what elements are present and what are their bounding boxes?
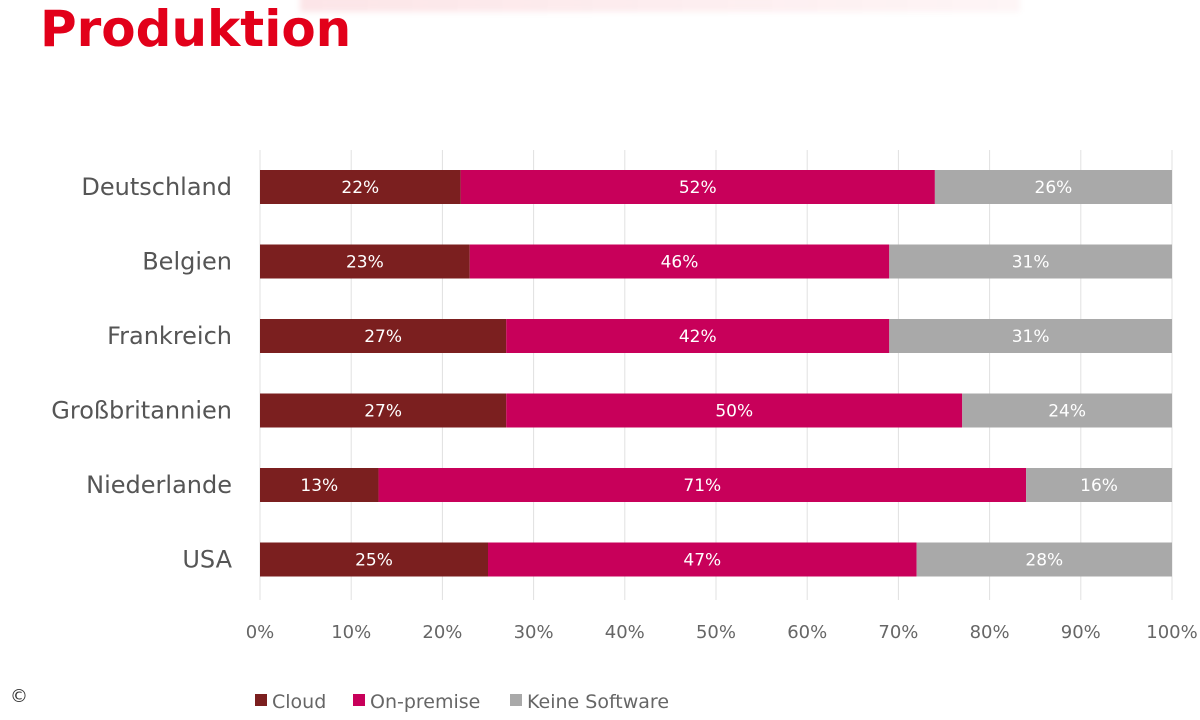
bar-value-label: 23% [346,253,384,273]
grid-lines [259,150,1173,600]
x-tick-label: 0% [246,622,275,643]
bar-segment [260,542,488,577]
bar-segment [378,468,1027,502]
bar-value-label: 26% [1035,178,1073,198]
category-label: Deutschland [81,173,232,201]
bar-value-label: 42% [679,327,717,347]
x-tick-label: 10% [331,622,371,643]
bar-segment [916,542,1172,577]
x-tick-label: 70% [878,622,918,643]
category-labels: Deutschland Belgien Frankreich Großbritanni… [51,173,232,574]
copyright-symbol: © [10,686,28,707]
bar-value-label: 71% [683,476,721,496]
bar-value-label: 31% [1012,253,1050,273]
x-tick-label: 20% [422,622,462,643]
legend-label: On-premise [370,691,480,713]
x-axis-tick-labels: 0% 10% 20% 30% 40% 50% 60% 70% 80% 90% 100% [246,622,1198,643]
legend-swatch [510,694,522,706]
bar-segment [260,393,507,428]
bar-segment [260,319,507,353]
bar-segment [488,542,917,577]
bars: 22% 52% 26% 23% 46% 31% 27% 42% 31% 27% 50% 24% 13% 7… [260,170,1172,577]
bar-segment [889,244,1172,279]
bar-value-label: 28% [1025,551,1063,571]
x-tick-label: 60% [787,622,827,643]
x-tick-label: 90% [1061,622,1101,643]
legend-swatch [353,694,365,706]
bar-value-label: 27% [364,402,402,422]
legend-label: Cloud [272,691,326,713]
legend-label: Keine Software [527,691,669,713]
bar-segment [260,468,379,502]
bar-segment [506,393,963,428]
bar-value-label: 24% [1048,402,1086,422]
bar-value-label: 22% [341,178,379,198]
category-label: Frankreich [107,322,232,350]
x-tick-label: 80% [970,622,1010,643]
bar-segment [1026,468,1172,502]
bar-segment [934,170,1172,204]
bar-value-label: 25% [355,551,393,571]
category-label: Belgien [142,248,232,276]
x-tick-label: 50% [696,622,736,643]
bar-segment [506,319,890,353]
bar-value-label: 31% [1012,327,1050,347]
page-title: Produktion [40,0,352,58]
title-ghost-text [300,0,1020,12]
bar-segment [469,244,890,279]
bar-value-label: 47% [683,551,721,571]
x-tick-label: 100% [1146,622,1197,643]
bar-segment [260,170,461,204]
bar-value-label: 13% [300,476,338,496]
bar-segment [962,393,1172,428]
category-label: Großbritannien [51,397,232,425]
x-tick-label: 40% [605,622,645,643]
bar-segment [260,244,470,279]
legend-swatch [255,694,267,706]
legend: Cloud On-premise Keine Software [255,691,669,713]
bar-value-label: 46% [661,253,699,273]
bar-segment [460,170,935,204]
bar-value-label: 52% [679,178,717,198]
x-tick-label: 30% [514,622,554,643]
bar-segment [889,319,1172,353]
bar-value-label: 16% [1080,476,1118,496]
category-label: Niederlande [86,471,232,499]
bar-value-label: 50% [715,402,753,422]
bar-value-label: 27% [364,327,402,347]
category-label: USA [182,546,232,574]
